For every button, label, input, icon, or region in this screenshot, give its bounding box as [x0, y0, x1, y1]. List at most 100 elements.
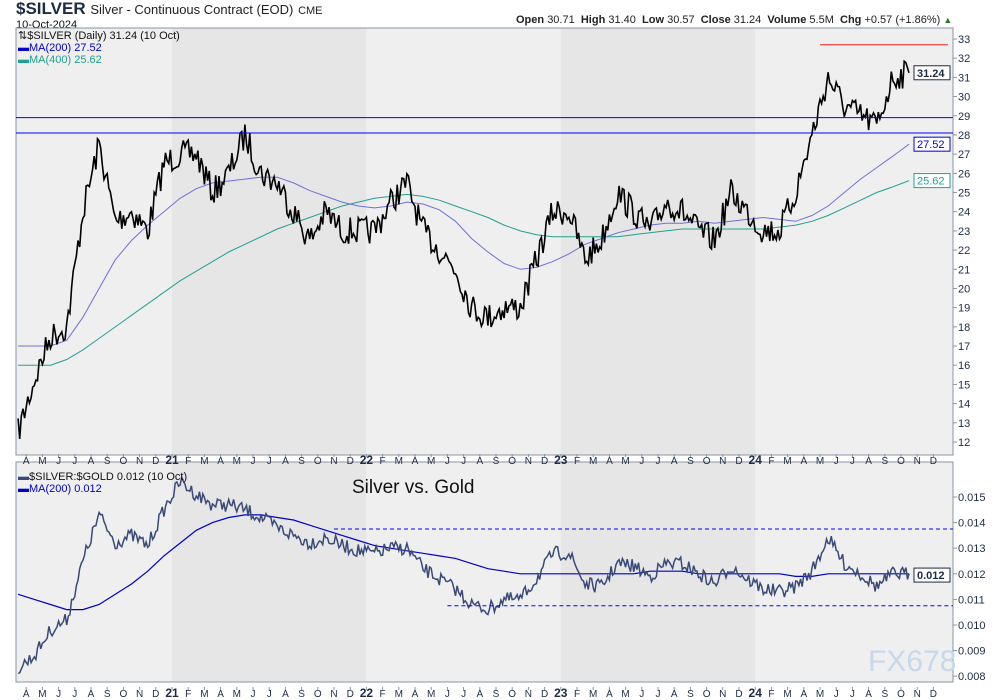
x-tick-label: A: [282, 689, 289, 700]
high-value: 31.40: [608, 14, 636, 26]
ratio-last-tag: 0.012: [917, 570, 945, 582]
y-tick-label: 20: [958, 283, 970, 295]
x-tick-label: 23: [554, 453, 568, 467]
y-tick-label: 15: [958, 379, 970, 391]
x-tick-label: M: [233, 689, 241, 700]
price-last-tag: 31.24: [917, 68, 945, 80]
x-tick-label: N: [719, 456, 726, 467]
year-band: [172, 462, 367, 682]
ratio-y-tick-label: 0.011: [958, 594, 985, 606]
y-tick-label: 30: [958, 92, 970, 104]
x-tick-label: D: [930, 456, 937, 467]
x-tick-label: F: [768, 689, 774, 700]
x-tick-label: N: [525, 689, 532, 700]
x-tick-label: J: [72, 456, 77, 467]
x-tick-label: N: [914, 456, 921, 467]
volume-label: Volume: [767, 14, 807, 26]
ratio-ma-legend: MA(200) 0.012: [29, 483, 102, 495]
x-tick-label: A: [476, 456, 483, 467]
y-tick-label: 22: [958, 245, 970, 257]
high-label: High: [580, 14, 606, 26]
x-tick-label: J: [72, 689, 77, 700]
x-tick-label: J: [639, 456, 644, 467]
y-tick-label: 26: [958, 168, 970, 180]
x-tick-label: S: [104, 689, 111, 700]
x-tick-label: M: [395, 456, 403, 467]
price-line: [17, 59, 910, 440]
x-tick-label: J: [656, 456, 661, 467]
x-tick-label: D: [347, 689, 354, 700]
ma200-line: [18, 143, 910, 347]
x-tick-label: 22: [360, 453, 374, 467]
x-tick-label: J: [834, 456, 839, 467]
x-tick-label: O: [703, 456, 711, 467]
x-tick-label: D: [152, 456, 159, 467]
x-tick-label: D: [152, 689, 159, 700]
ratio-ma-swatch-icon: ▬: [18, 483, 29, 495]
x-tick-label: J: [56, 456, 61, 467]
x-tick-label: N: [330, 689, 337, 700]
y-tick-label: 24: [958, 207, 970, 219]
y-tick-label: 25: [958, 188, 970, 200]
x-tick-label: O: [703, 689, 711, 700]
change-value: +0.57 (+1.86%): [864, 14, 941, 26]
x-tick-label: S: [104, 456, 111, 467]
x-tick-label: S: [687, 456, 694, 467]
x-tick-label: M: [783, 689, 791, 700]
ma200-swatch-icon: ▬: [18, 42, 29, 54]
x-tick-label: J: [267, 456, 272, 467]
x-tick-label: A: [800, 456, 807, 467]
x-tick-label: A: [217, 689, 224, 700]
x-tick-label: O: [314, 689, 322, 700]
x-tick-label: M: [621, 689, 629, 700]
y-tick-label: 23: [958, 226, 970, 238]
ma200-last-tag: 27.52: [917, 139, 945, 151]
x-tick-label: A: [671, 689, 678, 700]
x-tick-label: 24: [749, 453, 763, 467]
x-tick-label: 22: [360, 686, 374, 700]
bar-chart-icon: ⇅: [18, 30, 28, 42]
x-tick-label: D: [735, 456, 742, 467]
x-tick-label: N: [330, 456, 337, 467]
low-value: 30.57: [667, 14, 695, 26]
x-tick-label: J: [639, 689, 644, 700]
ratio-panel-border: [15, 461, 954, 683]
x-tick-label: S: [493, 456, 500, 467]
symbol: $SILVER: [16, 0, 86, 18]
x-tick-label: A: [671, 456, 678, 467]
ratio-y-tick-label: 0.010: [958, 620, 986, 632]
x-tick-label: M: [783, 456, 791, 467]
open-value: 30.71: [547, 14, 575, 26]
x-tick-label: O: [120, 689, 128, 700]
up-arrow-icon: ▲: [943, 15, 953, 25]
ma400-line: [18, 180, 910, 366]
y-tick-label: 19: [958, 303, 970, 315]
year-band: [560, 462, 756, 682]
ohlc-summary: Open 30.71 High 31.40 Low 30.57 Close 31…: [516, 14, 952, 27]
x-tick-label: N: [136, 689, 143, 700]
y-tick-label: 27: [958, 149, 970, 161]
ratio-legend-title: $SILVER:$GOLD 0.012 (10 Oct): [29, 471, 188, 483]
ratio-annotation: Silver vs. Gold: [352, 477, 475, 498]
y-tick-label: 33: [958, 34, 970, 46]
ratio-y-tick-label: 0.013: [958, 543, 986, 555]
change-label: Chg: [840, 14, 862, 26]
ma400-legend: MA(400) 25.62: [29, 54, 102, 66]
x-tick-label: O: [120, 456, 128, 467]
x-tick-label: N: [914, 689, 921, 700]
x-tick-label: A: [865, 689, 872, 700]
x-tick-label: M: [427, 456, 435, 467]
x-tick-label: A: [23, 689, 30, 700]
close-value: 31.24: [733, 14, 762, 26]
x-tick-label: 24: [749, 686, 763, 700]
x-tick-label: M: [38, 689, 46, 700]
y-tick-label: 31: [958, 72, 970, 84]
x-tick-label: D: [930, 689, 937, 700]
x-tick-label: S: [493, 689, 500, 700]
x-tick-label: J: [834, 689, 839, 700]
x-tick-label: F: [574, 689, 580, 700]
y-tick-label: 28: [958, 130, 970, 142]
x-tick-label: A: [282, 456, 289, 467]
